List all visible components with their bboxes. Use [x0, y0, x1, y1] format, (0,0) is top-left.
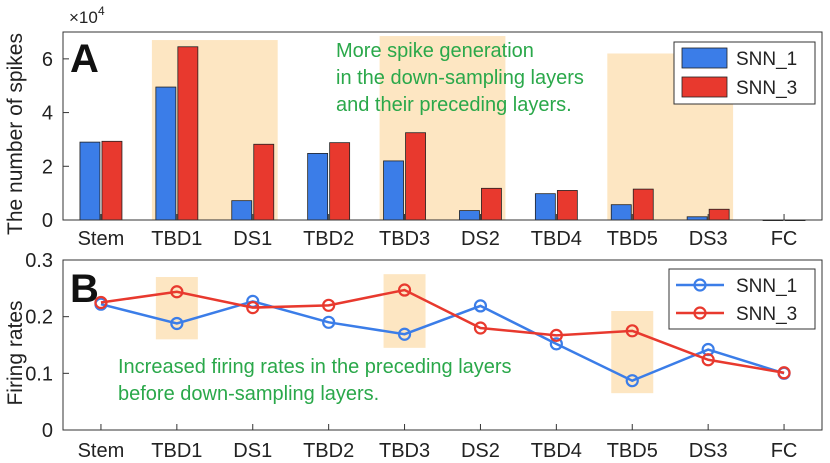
- legend-b-label: SNN_1: [736, 276, 797, 297]
- legend-b: [668, 268, 816, 330]
- bar-snn1-ds1: [231, 200, 253, 221]
- x-tick-label-b: TBD3: [379, 440, 430, 462]
- annotation-a-line: More spike generation: [336, 40, 534, 62]
- point-snn3-tbd1: [170, 285, 184, 299]
- y-axis-label-a: The number of spikes: [4, 33, 27, 235]
- legend-b-label: SNN_3: [736, 304, 797, 325]
- bar-snn3-tbd3: [405, 132, 426, 221]
- point-snn1-tbd4: [549, 337, 563, 351]
- y-tick-label-a: 4: [42, 103, 53, 125]
- y-axis-label-b: Firing rates: [4, 300, 27, 405]
- point-snn1-ds2: [473, 299, 488, 313]
- point-snn3-tbd3: [397, 283, 412, 297]
- y-tick-label-b: 0.3: [25, 250, 53, 272]
- legend-a-label: SNN_1: [736, 49, 797, 70]
- point-snn3-tbd4: [549, 328, 563, 342]
- bar-snn3-ds1: [253, 143, 275, 221]
- x-tick-label-b: TBD1: [151, 440, 202, 462]
- annotation-b-line: before down-sampling layers.: [118, 383, 379, 405]
- legend-b-marker: [693, 306, 707, 320]
- x-tick-label-b: DS3: [689, 440, 728, 462]
- annotation-a-line: and their preceding layers.: [336, 94, 572, 116]
- x-tick-label-a: DS2: [461, 228, 500, 250]
- x-tick-label-a: TBD4: [531, 228, 582, 250]
- x-tick-label-a: DS1: [233, 228, 272, 250]
- point-snn3-ds2: [473, 321, 488, 335]
- bar-snn1-tbd2: [307, 152, 329, 221]
- bar-snn3-tbd4: [556, 190, 578, 221]
- point-snn3-stem: [94, 295, 108, 310]
- bar-snn1-tbd5: [610, 204, 632, 221]
- bar-snn3-ds3: [708, 208, 730, 221]
- x-tick-label-b: TBD2: [303, 440, 354, 462]
- y-tick-label-a: 0: [42, 210, 53, 232]
- bar-snn3-tbd1: [177, 46, 199, 221]
- x-tick-label-b: TBD4: [531, 440, 582, 462]
- line-snn1: [100, 300, 785, 383]
- x-tick-label-b: Stem: [78, 440, 125, 462]
- point-snn3-tbd2: [322, 298, 336, 312]
- x-tick-label-a: Stem: [78, 228, 125, 250]
- x-tick-label-a: TBD3: [379, 228, 430, 250]
- x-tick-label-b: DS1: [233, 440, 272, 462]
- x-tick-label-a: DS3: [689, 228, 728, 250]
- point-snn1-tbd3: [397, 327, 412, 341]
- bar-snn3-stem: [101, 140, 123, 221]
- panel-a-bar-chart: 0 2 4 6 Stem TBD1 DS1 TBD2 TBD3 DS2 TBD4 TBD5 DS3 FC ×…: [4, 4, 823, 250]
- legend-a-label: SNN_3: [736, 78, 797, 99]
- highlight-box: [383, 274, 426, 348]
- point-snn3-ds1: [246, 301, 260, 315]
- axes-box-b: [62, 259, 823, 431]
- y-tick-label-b: 0: [42, 420, 53, 442]
- y-exponent-power: 4: [98, 4, 105, 18]
- y-tick-label-b: 0.1: [25, 363, 53, 385]
- x-tick-label-a: FC: [771, 228, 798, 250]
- panel-label-a: A: [70, 37, 99, 81]
- panel-label-b: B: [70, 267, 99, 311]
- bar-snn1-stem: [79, 141, 101, 221]
- bar-snn3-tbd5: [632, 188, 654, 221]
- y-tick-label-a: 6: [42, 49, 53, 71]
- point-snn1-tbd5: [625, 374, 639, 388]
- x-tick-label-b: TBD5: [607, 440, 658, 462]
- x-tick-label-a: TBD5: [607, 228, 658, 250]
- x-tick-label-b: DS2: [461, 440, 500, 462]
- x-tick-label-a: TBD2: [303, 228, 354, 250]
- line-snn3: [100, 288, 785, 374]
- y-tick-label-b: 0.2: [25, 307, 53, 329]
- legend-a-swatch: [681, 76, 728, 98]
- panel-b-line-chart: 0 0.1 0.2 0.3 Stem TBD1 DS1 TBD2 TBD3 DS2 TBD4 TBD5…: [4, 250, 823, 462]
- x-tick-label-a: TBD1: [151, 228, 202, 250]
- legend-a-swatch: [681, 47, 728, 69]
- annotation-b-line: Increased firing rates in the preceding …: [118, 356, 512, 378]
- legend-b-marker: [693, 278, 707, 292]
- annotation-a-line: in the down-sampling layers: [336, 67, 584, 89]
- point-snn1-tbd2: [322, 315, 336, 329]
- y-exponent-label: ×10: [69, 8, 98, 27]
- bar-snn3-ds2: [481, 187, 502, 221]
- bar-snn1-tbd3: [383, 160, 404, 221]
- point-snn3-fc: [777, 366, 791, 380]
- x-tick-label-b: FC: [771, 440, 798, 462]
- point-snn3-ds3: [701, 353, 715, 367]
- bar-snn3-tbd2: [329, 142, 351, 221]
- axes-box-a: [62, 31, 823, 221]
- bar-snn1-tbd4: [534, 193, 556, 221]
- point-snn1-tbd1: [170, 316, 184, 331]
- point-snn3-tbd5: [625, 324, 639, 338]
- y-tick-label-a: 2: [42, 156, 53, 178]
- bar-snn1-tbd1: [155, 86, 177, 221]
- bar-snn1-ds2: [459, 210, 480, 221]
